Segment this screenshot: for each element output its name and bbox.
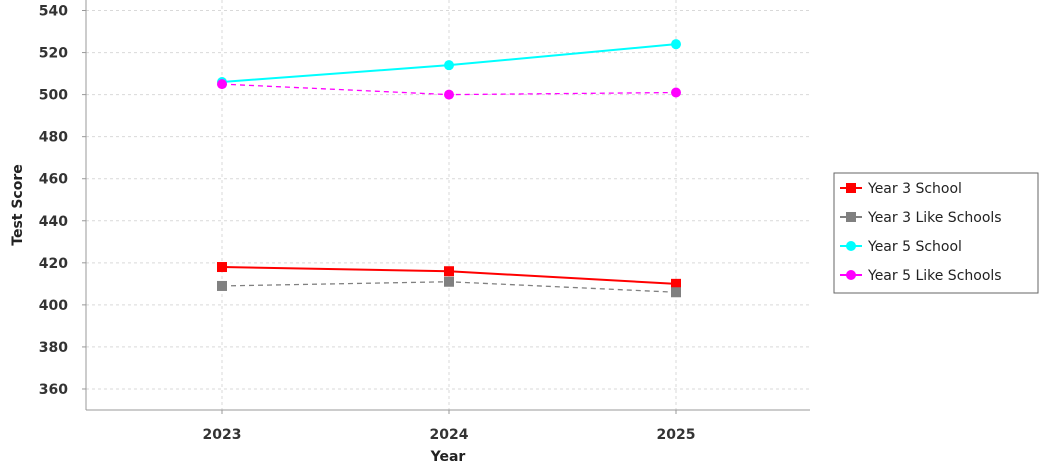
y-tick-label: 520 xyxy=(39,46,68,62)
x-tick-label: 2024 xyxy=(430,427,469,443)
x-tick-label: 2023 xyxy=(203,427,242,443)
series-2 xyxy=(217,276,681,298)
legend: Year 3 School Year 3 Like Schools Year 5 S… xyxy=(833,172,1039,294)
y-tick-label: 460 xyxy=(39,172,68,188)
series-1 xyxy=(217,262,681,289)
legend-item: Year 3 Like Schools xyxy=(840,210,1002,226)
legend-label: Year 3 Like Schools xyxy=(867,210,1002,226)
data-point xyxy=(671,287,681,298)
legend-marker xyxy=(846,270,856,280)
y-tick-label: 480 xyxy=(39,130,68,146)
data-point xyxy=(671,87,681,98)
data-point xyxy=(444,89,454,100)
x-axis-ticks: 2023 2024 2025 xyxy=(203,427,696,443)
data-point xyxy=(444,266,454,277)
series-4 xyxy=(217,79,681,100)
legend-label: Year 5 Like Schools xyxy=(867,268,1002,284)
legend-marker xyxy=(846,183,856,193)
y-tick-label: 420 xyxy=(39,256,68,272)
data-point xyxy=(671,278,681,289)
y-tick-label: 380 xyxy=(39,340,68,356)
y-tick-label: 540 xyxy=(39,4,68,20)
data-point xyxy=(217,262,227,273)
data-point xyxy=(217,280,227,291)
x-axis-title: Year xyxy=(430,449,466,465)
data-point xyxy=(444,60,454,71)
data-point xyxy=(671,39,681,50)
y-tick-label: 440 xyxy=(39,214,68,230)
y-tick-label: 400 xyxy=(39,298,68,314)
series-group xyxy=(217,39,681,298)
y-axis-title: Test Score xyxy=(10,164,26,245)
legend-label: Year 3 School xyxy=(867,181,962,197)
data-point xyxy=(217,79,227,90)
axes xyxy=(82,0,810,414)
data-point xyxy=(444,276,454,287)
legend-marker xyxy=(846,241,856,251)
y-tick-label: 360 xyxy=(39,382,68,398)
x-tick-label: 2025 xyxy=(657,427,696,443)
legend-label: Year 5 School xyxy=(867,239,962,255)
y-tick-label: 500 xyxy=(39,88,68,104)
legend-box xyxy=(833,172,1039,294)
legend-marker xyxy=(846,212,856,222)
legend-item: Year 3 School xyxy=(840,181,962,197)
legend-item: Year 5 Like Schools xyxy=(840,268,1002,284)
legend-item: Year 5 School xyxy=(840,239,962,255)
y-axis-ticks: 360 380 400 420 440 460 480 500 520 540 xyxy=(39,4,68,398)
gridlines xyxy=(86,0,810,410)
